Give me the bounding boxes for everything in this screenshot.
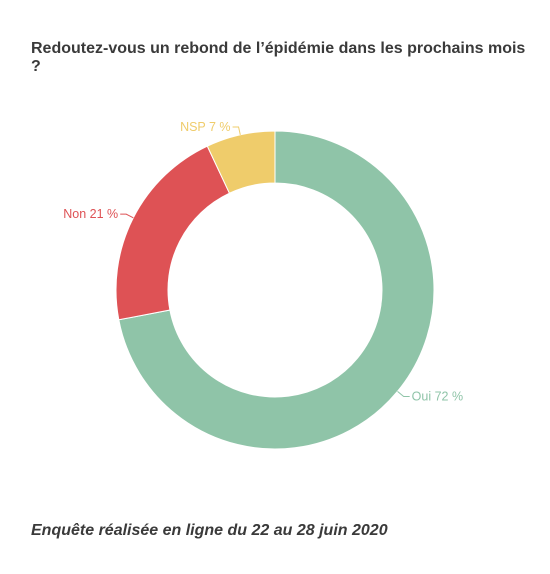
leader-line-oui xyxy=(397,390,410,397)
footnote: Enquête réalisée en ligne du 22 au 28 ju… xyxy=(31,522,388,539)
slice-label-non: Non 21 % xyxy=(63,207,118,221)
chart-title: Redoutez-vous un rebond de l’épidémie da… xyxy=(31,40,526,75)
slice-label-oui: Oui 72 % xyxy=(412,389,463,403)
leader-line-non xyxy=(120,213,134,219)
leader-line-nsp xyxy=(232,126,241,135)
slice-oui xyxy=(118,130,435,450)
slice-nsp xyxy=(206,130,276,194)
slice-non xyxy=(115,145,231,321)
slice-label-nsp: NSP 7 % xyxy=(180,120,231,134)
